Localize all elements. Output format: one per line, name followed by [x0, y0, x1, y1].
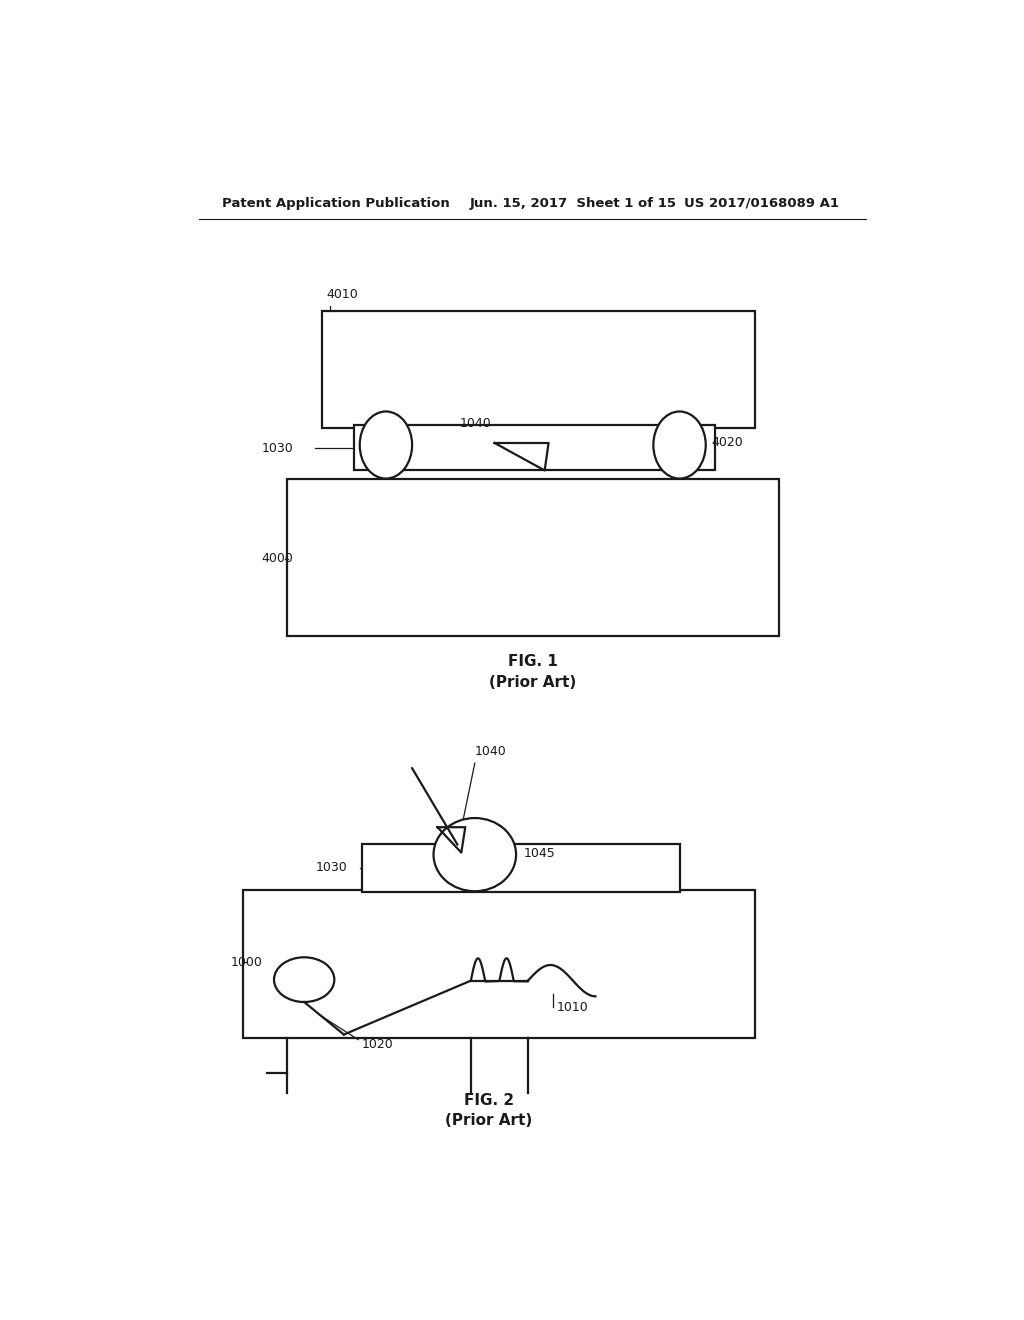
Text: 4010: 4010: [327, 288, 358, 301]
Text: FIG. 2: FIG. 2: [464, 1093, 514, 1107]
Text: 1000: 1000: [231, 956, 263, 969]
Bar: [362, 845, 680, 892]
Text: 1010: 1010: [557, 1001, 589, 1014]
Text: 1020: 1020: [362, 1039, 394, 1051]
Circle shape: [653, 412, 706, 479]
Ellipse shape: [274, 957, 334, 1002]
Text: 1030: 1030: [316, 862, 348, 874]
Text: 1045: 1045: [523, 847, 555, 861]
Text: 1040: 1040: [460, 417, 492, 430]
Text: 1040: 1040: [475, 744, 507, 758]
Text: FIG. 1: FIG. 1: [508, 653, 558, 669]
Bar: [287, 479, 779, 636]
Text: 4000: 4000: [261, 552, 293, 565]
Bar: [243, 890, 755, 1038]
Text: Jun. 15, 2017  Sheet 1 of 15: Jun. 15, 2017 Sheet 1 of 15: [469, 197, 676, 210]
Text: 4020: 4020: [712, 437, 743, 450]
Bar: [323, 312, 755, 428]
Text: (Prior Art): (Prior Art): [489, 676, 577, 690]
Text: Patent Application Publication: Patent Application Publication: [221, 197, 450, 210]
Text: 1030: 1030: [261, 442, 293, 454]
Text: (Prior Art): (Prior Art): [445, 1114, 532, 1129]
Ellipse shape: [433, 818, 516, 891]
Circle shape: [359, 412, 412, 479]
Text: US 2017/0168089 A1: US 2017/0168089 A1: [684, 197, 839, 210]
Bar: [354, 425, 715, 470]
